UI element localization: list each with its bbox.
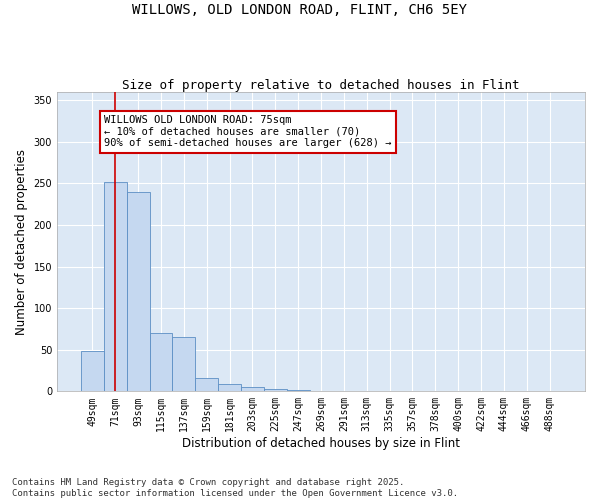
Bar	[310, 390, 332, 392]
Text: WILLOWS, OLD LONDON ROAD, FLINT, CH6 5EY: WILLOWS, OLD LONDON ROAD, FLINT, CH6 5EY	[133, 2, 467, 16]
Bar	[196, 378, 218, 392]
Bar	[104, 182, 127, 392]
Text: Contains HM Land Registry data © Crown copyright and database right 2025.
Contai: Contains HM Land Registry data © Crown c…	[12, 478, 458, 498]
Bar	[218, 384, 241, 392]
Bar	[127, 192, 149, 392]
Bar	[287, 390, 310, 392]
X-axis label: Distribution of detached houses by size in Flint: Distribution of detached houses by size …	[182, 437, 460, 450]
Bar	[149, 333, 172, 392]
Text: WILLOWS OLD LONDON ROAD: 75sqm
← 10% of detached houses are smaller (70)
90% of : WILLOWS OLD LONDON ROAD: 75sqm ← 10% of …	[104, 116, 391, 148]
Bar	[172, 338, 196, 392]
Bar	[241, 387, 264, 392]
Bar	[264, 389, 287, 392]
Y-axis label: Number of detached properties: Number of detached properties	[15, 148, 28, 334]
Title: Size of property relative to detached houses in Flint: Size of property relative to detached ho…	[122, 79, 520, 92]
Bar	[81, 350, 104, 392]
